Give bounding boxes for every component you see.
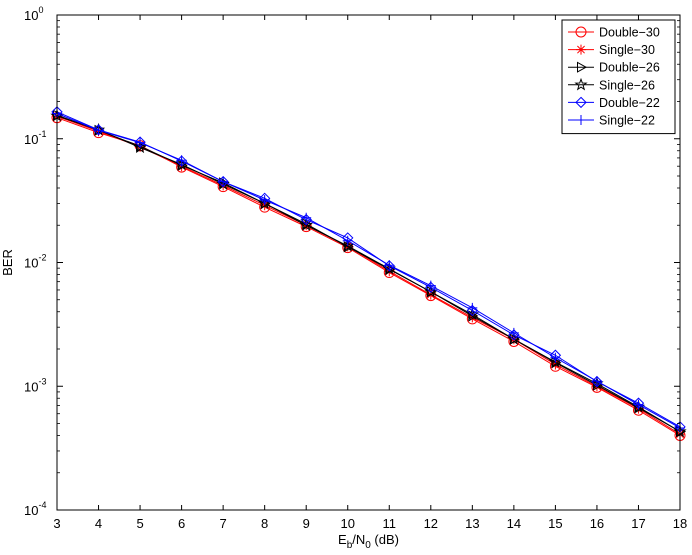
x-tick-label: 17: [631, 516, 645, 531]
x-tick-label: 5: [136, 516, 143, 531]
marker-diamond: [575, 96, 587, 109]
series-line: [56, 113, 681, 429]
x-axis-label-sub2: 0: [365, 540, 371, 551]
marker-plus: [301, 212, 312, 223]
x-tick-label: 9: [303, 516, 310, 531]
marker-plus: [591, 376, 602, 387]
axis-ticks: 3 4 5 6 7 8 9 10 11 12 13 14 15 16 17 18 10-4 10-3 10-2 10-…: [24, 5, 687, 531]
marker-plus: [633, 399, 644, 410]
marker-pentagram: [341, 238, 355, 252]
marker-diamond: [591, 375, 603, 388]
x-tick-label: 3: [53, 516, 60, 531]
x-tick-label: 15: [548, 516, 562, 531]
marker-diamond: [175, 155, 188, 167]
y-axis-label: BER: [0, 249, 15, 276]
legend-label: Single−22: [599, 114, 655, 128]
x-tick-label: 13: [465, 516, 479, 531]
marker-plus: [259, 194, 270, 205]
legend-label: Double−30: [599, 26, 660, 40]
x-axis-label-mid: /N: [352, 532, 365, 547]
x-axis-label: Eb/N0 (dB): [338, 532, 399, 551]
marker-plus: [508, 327, 519, 338]
legend-item: Double−26: [568, 61, 660, 75]
x-tick-label: 14: [507, 516, 521, 531]
legend-box: [561, 19, 676, 135]
marker-plus: [550, 352, 561, 363]
legend-label: Double−26: [599, 61, 660, 75]
marker-diamond: [466, 304, 479, 317]
marker-diamond: [383, 260, 395, 272]
legend-item: Double−22: [568, 96, 660, 110]
marker-triangle-right: [592, 379, 603, 391]
series-line: [56, 115, 681, 433]
series-layer: [50, 106, 687, 441]
marker-plus: [467, 302, 478, 313]
marker-plus: [425, 280, 436, 291]
x-tick-label: 11: [383, 516, 397, 531]
marker-triangle-right: [468, 310, 479, 322]
legend-item: Single−30: [568, 43, 655, 57]
y-tick-label: 10-3: [24, 376, 46, 394]
y-tick-label: 10-1: [24, 129, 46, 147]
x-tick-label: 8: [261, 516, 268, 531]
legend-item: Single−26: [568, 77, 655, 92]
x-tick-label: 16: [590, 516, 604, 531]
y-tick-label: 10-4: [24, 500, 46, 518]
series-line: [56, 115, 681, 435]
legend-label: Double−22: [599, 96, 660, 110]
x-axis-label-main: E: [338, 532, 347, 547]
marker-plus: [342, 235, 353, 246]
marker-triangle-right: [577, 61, 588, 73]
marker-circle: [575, 26, 587, 38]
x-tick-label: 6: [178, 516, 185, 531]
marker-plus: [384, 260, 395, 271]
marker-pentagram: [299, 218, 313, 231]
marker-plus: [576, 115, 586, 125]
x-axis-label-tail: (dB): [371, 532, 399, 547]
x-tick-label: 10: [340, 516, 354, 531]
x-axis-label-sub1: b: [347, 540, 353, 551]
marker-pentagram: [133, 140, 147, 154]
marker-plus: [218, 176, 229, 187]
legend-label: Single−26: [599, 78, 655, 92]
y-tick-label: 10-2: [24, 253, 46, 271]
legend-label: Single−30: [599, 43, 655, 57]
y-tick-label: 100: [24, 5, 43, 23]
x-tick-label: 12: [424, 516, 438, 531]
x-tick-label: 7: [220, 516, 227, 531]
legend-item: Single−22: [568, 114, 655, 128]
x-tick-label: 18: [673, 516, 687, 531]
x-tick-label: 4: [95, 516, 102, 531]
marker-plus: [93, 125, 104, 136]
marker-pentagram: [574, 77, 588, 91]
marker-pentagram: [507, 332, 521, 345]
marker-plus: [135, 137, 146, 148]
legend: Double−30 Single−30 Double−26 Single−26 Doub…: [561, 19, 676, 135]
marker-asterisk: [576, 44, 586, 55]
marker-plus: [176, 155, 187, 166]
legend-item: Double−30: [568, 26, 660, 40]
marker-asterisk: [467, 312, 478, 323]
